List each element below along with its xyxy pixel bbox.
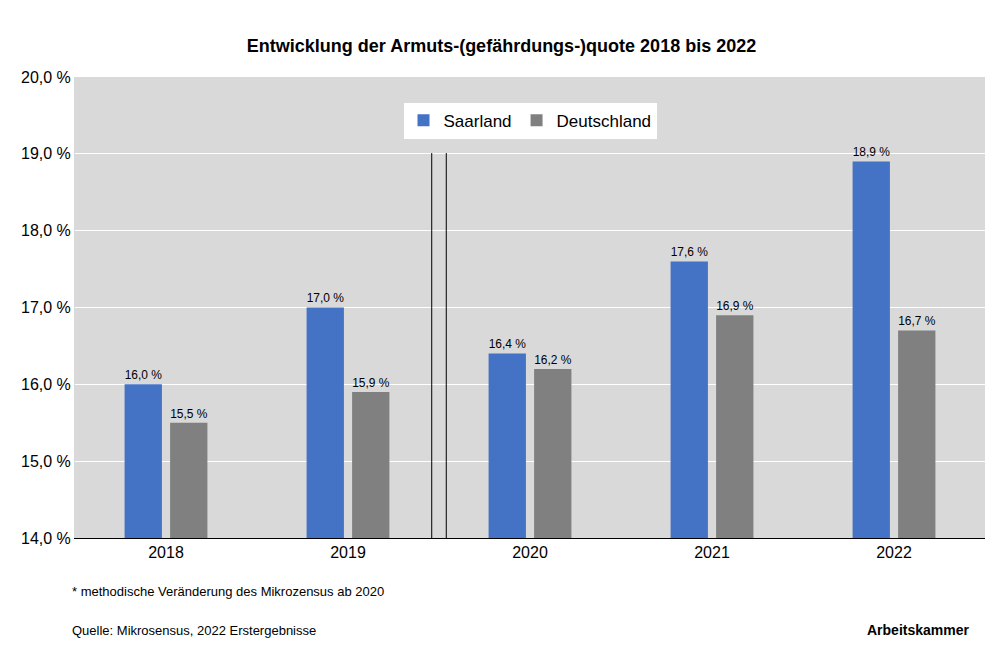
svg-text:14,0 %: 14,0 % <box>21 530 71 547</box>
svg-text:18,0 %: 18,0 % <box>21 222 71 239</box>
svg-text:15,9 %: 15,9 % <box>352 376 390 390</box>
svg-text:19,0 %: 19,0 % <box>21 145 71 162</box>
svg-text:15,0 %: 15,0 % <box>21 453 71 470</box>
svg-text:17,0 %: 17,0 % <box>21 299 71 316</box>
svg-text:Quelle: Mikrosensus, 2022 Erst: Quelle: Mikrosensus, 2022 Erstergebnisse <box>72 623 316 638</box>
svg-text:17,0 %: 17,0 % <box>307 291 345 305</box>
svg-text:16,9 %: 16,9 % <box>716 299 754 313</box>
svg-text:* methodische Veränderung des: * methodische Veränderung des Mikrozensu… <box>72 584 384 599</box>
svg-text:Entwicklung der Armuts-(gefähr: Entwicklung der Armuts-(gefährdungs-)quo… <box>247 36 756 56</box>
svg-text:Deutschland: Deutschland <box>557 112 652 131</box>
svg-text:2018: 2018 <box>148 544 184 561</box>
svg-text:16,0 %: 16,0 % <box>21 376 71 393</box>
svg-text:Arbeitskammer: Arbeitskammer <box>867 622 969 638</box>
svg-text:2021: 2021 <box>694 544 730 561</box>
svg-text:2022: 2022 <box>876 544 912 561</box>
svg-text:2019: 2019 <box>330 544 366 561</box>
svg-text:Saarland: Saarland <box>444 112 512 131</box>
svg-text:16,4 %: 16,4 % <box>489 337 527 351</box>
svg-text:15,5 %: 15,5 % <box>170 407 208 421</box>
svg-text:18,9 %: 18,9 % <box>853 145 891 159</box>
svg-text:17,6 %: 17,6 % <box>671 245 709 259</box>
svg-text:20,0 %: 20,0 % <box>21 69 71 86</box>
svg-text:16,0 %: 16,0 % <box>125 368 163 382</box>
svg-text:16,7 %: 16,7 % <box>898 314 936 328</box>
svg-text:2020: 2020 <box>512 544 548 561</box>
svg-text:16,2 %: 16,2 % <box>534 353 572 367</box>
